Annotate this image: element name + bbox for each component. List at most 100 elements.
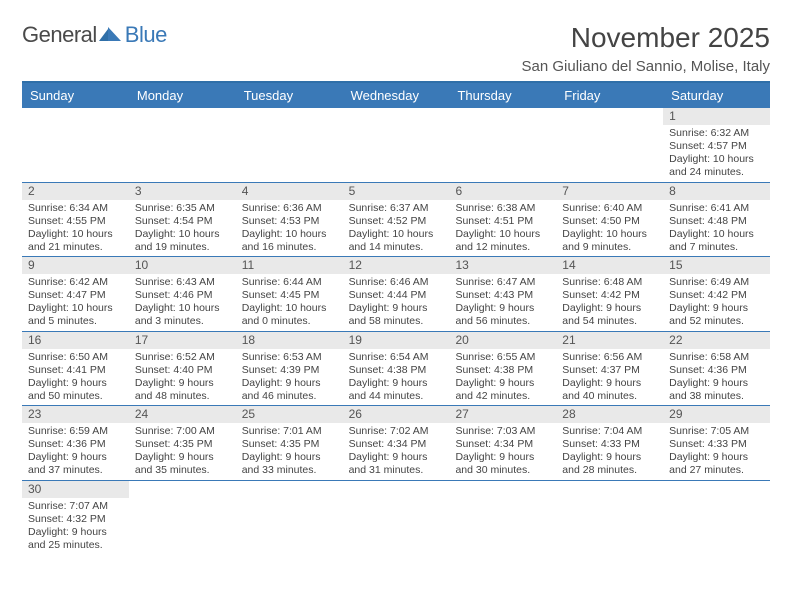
sunset-line: Sunset: 4:48 PM xyxy=(669,215,764,228)
day-body: Sunrise: 6:40 AMSunset: 4:50 PMDaylight:… xyxy=(556,200,663,257)
sunrise-line: Sunrise: 7:04 AM xyxy=(562,425,657,438)
daylight-line: Daylight: 9 hours and 40 minutes. xyxy=(562,377,657,403)
day-number: 18 xyxy=(236,332,343,349)
day-body: Sunrise: 7:01 AMSunset: 4:35 PMDaylight:… xyxy=(236,423,343,480)
location: San Giuliano del Sannio, Molise, Italy xyxy=(522,58,770,75)
day-number: 28 xyxy=(556,406,663,423)
daylight-line: Daylight: 9 hours and 44 minutes. xyxy=(349,377,444,403)
sunset-line: Sunset: 4:33 PM xyxy=(669,438,764,451)
sunrise-line: Sunrise: 6:55 AM xyxy=(455,351,550,364)
day-cell: 11Sunrise: 6:44 AMSunset: 4:45 PMDayligh… xyxy=(236,257,343,331)
week-row: 16Sunrise: 6:50 AMSunset: 4:41 PMDayligh… xyxy=(22,332,770,407)
daylight-line: Daylight: 9 hours and 58 minutes. xyxy=(349,302,444,328)
sunrise-line: Sunrise: 6:59 AM xyxy=(28,425,123,438)
day-number: 4 xyxy=(236,183,343,200)
day-cell: 24Sunrise: 7:00 AMSunset: 4:35 PMDayligh… xyxy=(129,406,236,480)
day-number: 13 xyxy=(449,257,556,274)
sunrise-line: Sunrise: 6:49 AM xyxy=(669,276,764,289)
day-cell: 5Sunrise: 6:37 AMSunset: 4:52 PMDaylight… xyxy=(343,183,450,257)
logo-flag-icon xyxy=(99,25,123,43)
daylight-line: Daylight: 9 hours and 27 minutes. xyxy=(669,451,764,477)
sunset-line: Sunset: 4:38 PM xyxy=(349,364,444,377)
daylight-line: Daylight: 10 hours and 0 minutes. xyxy=(242,302,337,328)
sunrise-line: Sunrise: 6:53 AM xyxy=(242,351,337,364)
day-header: Wednesday xyxy=(343,83,450,108)
sunset-line: Sunset: 4:51 PM xyxy=(455,215,550,228)
day-body xyxy=(663,483,770,487)
day-cell: 17Sunrise: 6:52 AMSunset: 4:40 PMDayligh… xyxy=(129,332,236,406)
daylight-line: Daylight: 10 hours and 9 minutes. xyxy=(562,228,657,254)
daylight-line: Daylight: 10 hours and 14 minutes. xyxy=(349,228,444,254)
day-cell: 3Sunrise: 6:35 AMSunset: 4:54 PMDaylight… xyxy=(129,183,236,257)
day-body xyxy=(449,483,556,487)
sunset-line: Sunset: 4:42 PM xyxy=(669,289,764,302)
daylight-line: Daylight: 9 hours and 30 minutes. xyxy=(455,451,550,477)
day-number: 27 xyxy=(449,406,556,423)
daylight-line: Daylight: 9 hours and 50 minutes. xyxy=(28,377,123,403)
day-body: Sunrise: 6:55 AMSunset: 4:38 PMDaylight:… xyxy=(449,349,556,406)
daylight-line: Daylight: 10 hours and 24 minutes. xyxy=(669,153,764,179)
day-cell: 1Sunrise: 6:32 AMSunset: 4:57 PMDaylight… xyxy=(663,108,770,182)
day-body: Sunrise: 6:58 AMSunset: 4:36 PMDaylight:… xyxy=(663,349,770,406)
sunset-line: Sunset: 4:46 PM xyxy=(135,289,230,302)
logo-text-1: General xyxy=(22,22,97,48)
sunset-line: Sunset: 4:40 PM xyxy=(135,364,230,377)
day-cell xyxy=(343,108,450,182)
day-number: 1 xyxy=(663,108,770,125)
day-header: Sunday xyxy=(22,83,129,108)
day-header: Thursday xyxy=(449,83,556,108)
day-cell xyxy=(556,481,663,555)
daylight-line: Daylight: 10 hours and 12 minutes. xyxy=(455,228,550,254)
daylight-line: Daylight: 10 hours and 21 minutes. xyxy=(28,228,123,254)
day-cell xyxy=(343,481,450,555)
day-cell xyxy=(22,108,129,182)
day-cell: 13Sunrise: 6:47 AMSunset: 4:43 PMDayligh… xyxy=(449,257,556,331)
day-cell: 12Sunrise: 6:46 AMSunset: 4:44 PMDayligh… xyxy=(343,257,450,331)
sunset-line: Sunset: 4:34 PM xyxy=(455,438,550,451)
day-body: Sunrise: 6:35 AMSunset: 4:54 PMDaylight:… xyxy=(129,200,236,257)
sunset-line: Sunset: 4:57 PM xyxy=(669,140,764,153)
sunset-line: Sunset: 4:38 PM xyxy=(455,364,550,377)
day-number: 8 xyxy=(663,183,770,200)
daylight-line: Daylight: 9 hours and 28 minutes. xyxy=(562,451,657,477)
daylight-line: Daylight: 9 hours and 52 minutes. xyxy=(669,302,764,328)
day-number: 5 xyxy=(343,183,450,200)
day-body xyxy=(129,110,236,114)
day-cell: 21Sunrise: 6:56 AMSunset: 4:37 PMDayligh… xyxy=(556,332,663,406)
sunset-line: Sunset: 4:36 PM xyxy=(28,438,123,451)
sunrise-line: Sunrise: 6:37 AM xyxy=(349,202,444,215)
daylight-line: Daylight: 9 hours and 37 minutes. xyxy=(28,451,123,477)
day-cell: 22Sunrise: 6:58 AMSunset: 4:36 PMDayligh… xyxy=(663,332,770,406)
day-cell xyxy=(556,108,663,182)
day-body: Sunrise: 6:56 AMSunset: 4:37 PMDaylight:… xyxy=(556,349,663,406)
sunset-line: Sunset: 4:53 PM xyxy=(242,215,337,228)
week-row: 2Sunrise: 6:34 AMSunset: 4:55 PMDaylight… xyxy=(22,183,770,258)
day-number: 11 xyxy=(236,257,343,274)
day-number: 21 xyxy=(556,332,663,349)
sunset-line: Sunset: 4:41 PM xyxy=(28,364,123,377)
sunset-line: Sunset: 4:54 PM xyxy=(135,215,230,228)
day-cell: 18Sunrise: 6:53 AMSunset: 4:39 PMDayligh… xyxy=(236,332,343,406)
week-row: 1Sunrise: 6:32 AMSunset: 4:57 PMDaylight… xyxy=(22,108,770,183)
sunrise-line: Sunrise: 7:07 AM xyxy=(28,500,123,513)
sunrise-line: Sunrise: 6:58 AM xyxy=(669,351,764,364)
day-body: Sunrise: 6:32 AMSunset: 4:57 PMDaylight:… xyxy=(663,125,770,182)
sunset-line: Sunset: 4:39 PM xyxy=(242,364,337,377)
sunrise-line: Sunrise: 6:42 AM xyxy=(28,276,123,289)
day-cell xyxy=(129,108,236,182)
sunrise-line: Sunrise: 6:56 AM xyxy=(562,351,657,364)
sunset-line: Sunset: 4:43 PM xyxy=(455,289,550,302)
day-body: Sunrise: 6:53 AMSunset: 4:39 PMDaylight:… xyxy=(236,349,343,406)
day-body: Sunrise: 6:37 AMSunset: 4:52 PMDaylight:… xyxy=(343,200,450,257)
day-number: 26 xyxy=(343,406,450,423)
sunset-line: Sunset: 4:36 PM xyxy=(669,364,764,377)
sunrise-line: Sunrise: 7:01 AM xyxy=(242,425,337,438)
day-header: Friday xyxy=(556,83,663,108)
day-number: 2 xyxy=(22,183,129,200)
day-cell: 4Sunrise: 6:36 AMSunset: 4:53 PMDaylight… xyxy=(236,183,343,257)
sunset-line: Sunset: 4:50 PM xyxy=(562,215,657,228)
day-cell: 7Sunrise: 6:40 AMSunset: 4:50 PMDaylight… xyxy=(556,183,663,257)
day-cell: 6Sunrise: 6:38 AMSunset: 4:51 PMDaylight… xyxy=(449,183,556,257)
daylight-line: Daylight: 10 hours and 3 minutes. xyxy=(135,302,230,328)
day-body: Sunrise: 6:50 AMSunset: 4:41 PMDaylight:… xyxy=(22,349,129,406)
